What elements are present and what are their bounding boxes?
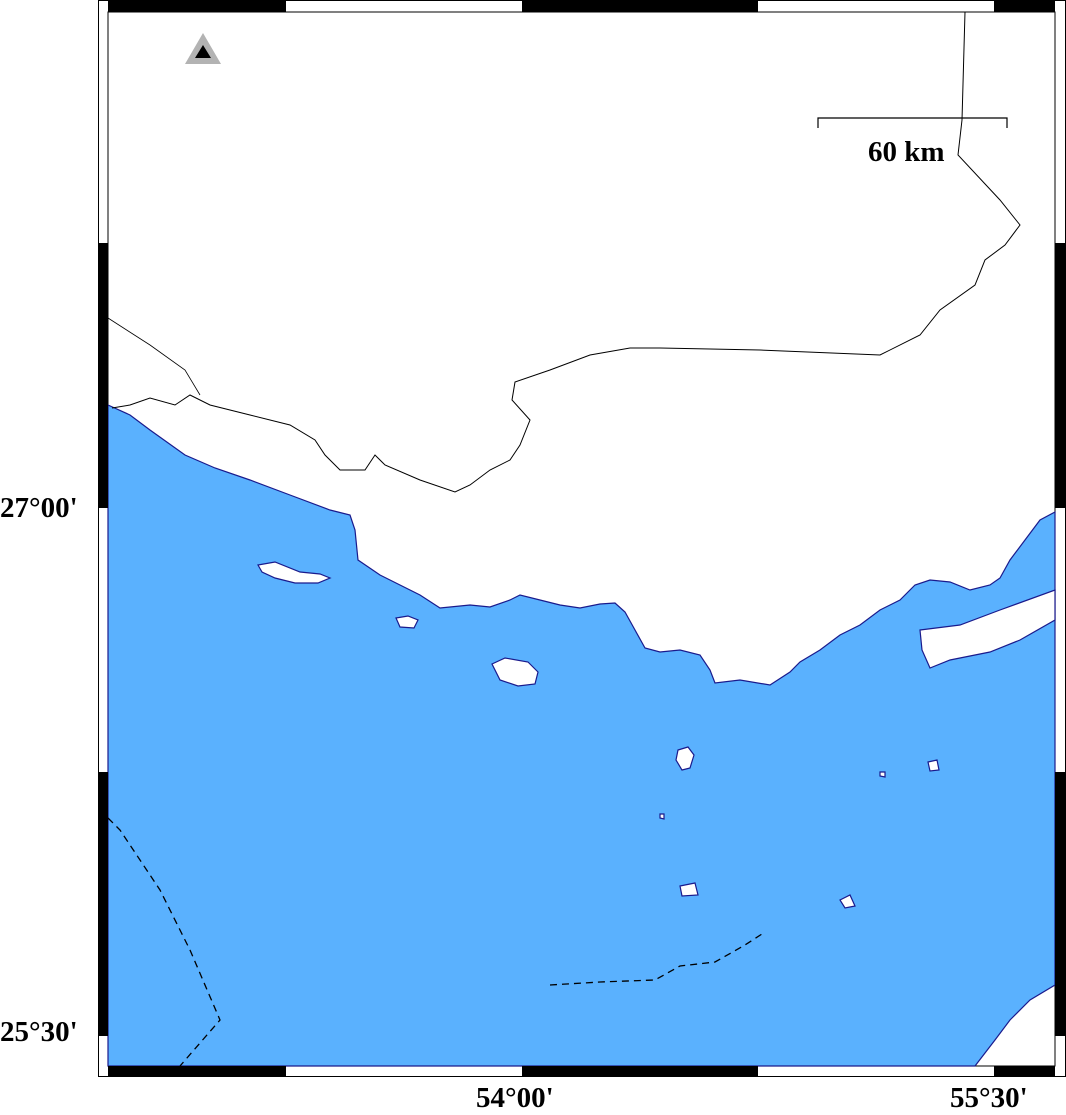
island: [395, 615, 419, 629]
island: [659, 813, 665, 820]
lat-label-25-30: 25°30': [0, 1016, 78, 1048]
maritime-boundary: [549, 931, 766, 986]
island: [927, 759, 940, 772]
island: [879, 771, 886, 778]
islands: [257, 561, 940, 909]
lat-label-27: 27°00': [0, 492, 78, 524]
island: [675, 746, 695, 771]
island: [679, 882, 699, 897]
triangle-marker-icon: [185, 33, 221, 64]
province-border: [107, 317, 201, 396]
island-peninsula: [919, 589, 1056, 669]
maritime-boundary: [107, 817, 221, 1067]
lon-label-54: 54°00': [476, 1082, 554, 1114]
sea: [107, 404, 1056, 1067]
island: [839, 894, 856, 909]
island: [491, 657, 539, 687]
scale-bar: [817, 117, 1008, 128]
lon-label-55-30: 55°30': [950, 1082, 1028, 1114]
country-border: [111, 11, 1021, 493]
scale-bar-label: 60 km: [868, 136, 945, 168]
island: [257, 561, 332, 584]
frame-ticks: [99, 1, 1065, 1076]
